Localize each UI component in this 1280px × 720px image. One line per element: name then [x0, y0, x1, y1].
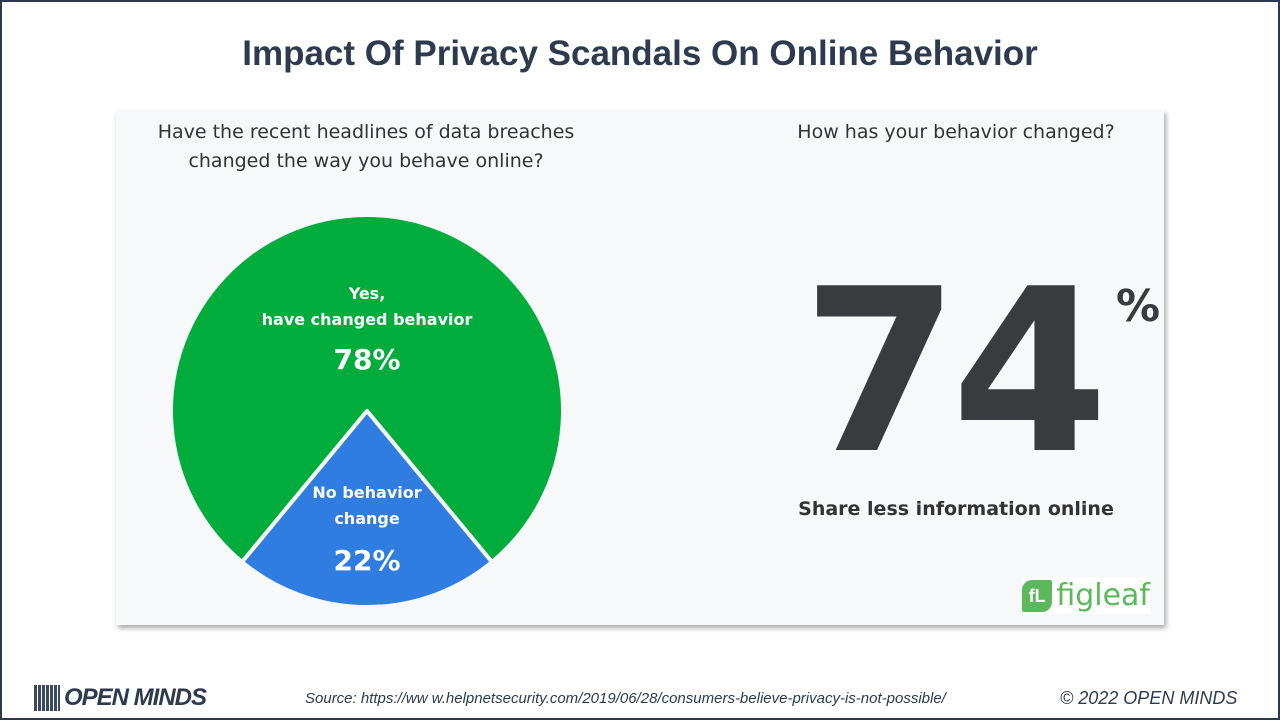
slice-value-no: 22% [333, 544, 400, 577]
slide-title: Impact Of Privacy Scandals On Online Beh… [242, 34, 1038, 73]
stat-unit: % [1116, 281, 1161, 332]
slice-label-yes-2: have changed behavior [262, 310, 473, 329]
open-minds-logo: OPEN MINDS [34, 684, 207, 712]
infographic-card: Have the recent headlines of data breach… [116, 110, 1164, 625]
slice-value-yes: 78% [333, 343, 400, 376]
open-minds-wordmark: OPEN MINDS [64, 684, 207, 711]
pie-slice-yes [169, 213, 565, 565]
pie-slice-no [240, 409, 494, 609]
figleaf-wordmark: figleaf [1056, 578, 1150, 613]
pie-question: Have the recent headlines of data breach… [157, 121, 575, 172]
copyright: © 2022 OPEN MINDS [1060, 688, 1238, 708]
open-minds-logo-icon [34, 685, 60, 711]
slice-label-no-2: change [334, 509, 400, 528]
figleaf-mark-icon: fL [1022, 579, 1053, 612]
figleaf-logo: fL figleaf [1022, 577, 1150, 614]
stat-question: How has your behavior changed? [797, 121, 1115, 143]
slice-label-no-1: No behavior [312, 483, 421, 502]
source-note: Source: https://ww w.helpnetsecurity.com… [305, 690, 946, 707]
stat-caption: Share less information online [798, 498, 1114, 520]
slice-label-yes-1: Yes, [348, 284, 386, 303]
stat-value: 74 [802, 241, 1109, 504]
pie-chart: Yes, have changed behavior 78% No behavi… [169, 213, 565, 609]
